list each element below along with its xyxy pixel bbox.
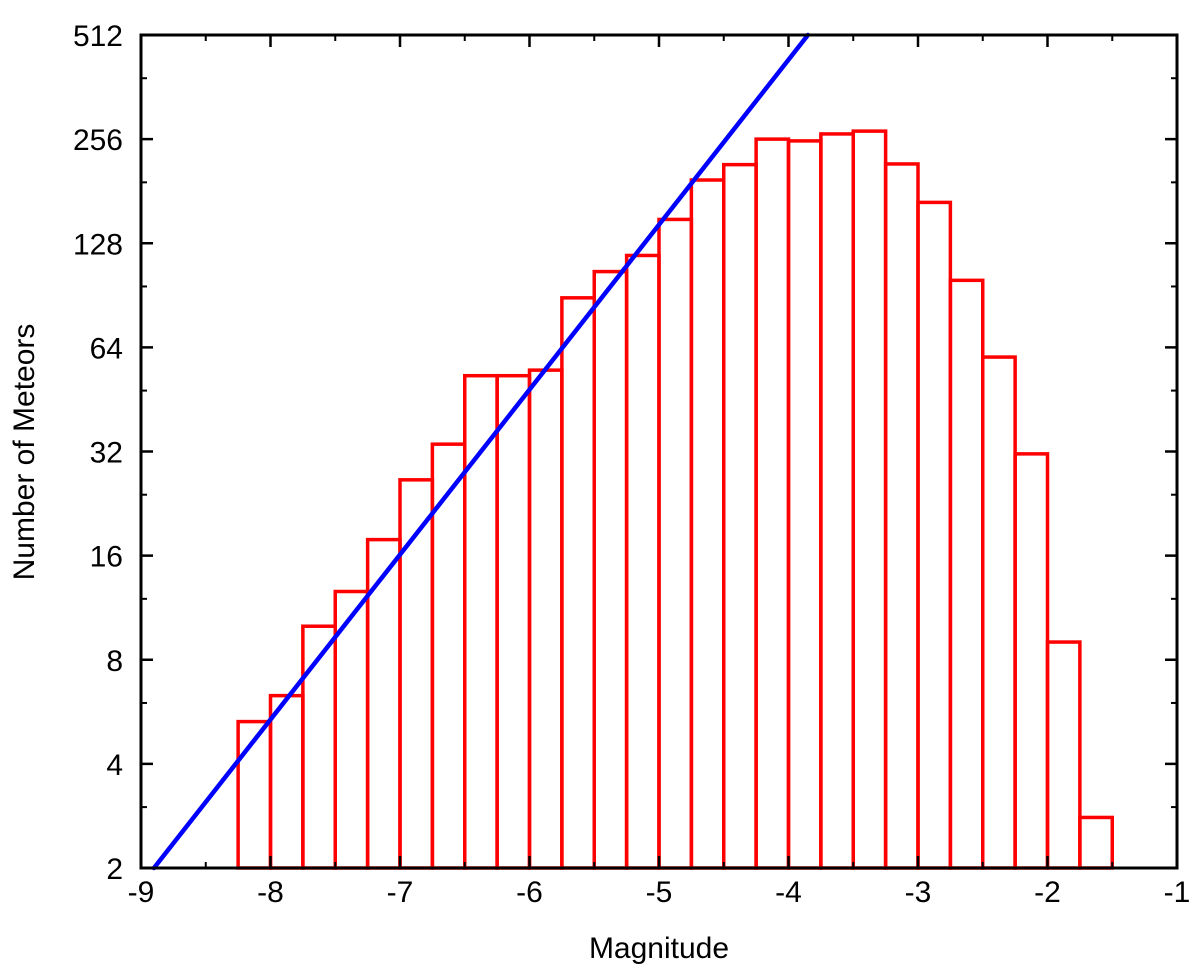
y-axis-title: Number of Meteors: [8, 324, 41, 581]
x-tick-label: -2: [1034, 876, 1061, 909]
histogram-bar: [689, 178, 726, 870]
y-tick-label: 16: [90, 541, 123, 574]
histogram-bar: [981, 355, 1017, 870]
y-tick-label: 32: [90, 437, 123, 470]
histogram-bar: [722, 162, 758, 870]
y-tick-label: 512: [73, 20, 123, 53]
histogram-bar: [560, 296, 596, 870]
histogram-bar: [1078, 815, 1114, 870]
histogram-bar: [1013, 452, 1050, 870]
fit-line: [151, 32, 811, 871]
y-tick-labels: 2 4 8 16 32 64 128 256 512: [73, 20, 123, 886]
histogram-bars: [236, 129, 1114, 870]
histogram-bar: [916, 200, 953, 870]
y-tick-label: 128: [73, 228, 123, 261]
y-tick-label: 8: [106, 645, 123, 678]
histogram-bar: [819, 132, 855, 870]
x-tick-label: -3: [905, 876, 932, 909]
x-axis-title: Magnitude: [589, 932, 729, 965]
histogram-bar: [592, 269, 629, 870]
x-tick-label: -1: [1164, 876, 1191, 909]
x-tick-label: -5: [646, 876, 673, 909]
histogram-bar: [527, 368, 564, 870]
y-tick-label: 2: [106, 853, 123, 886]
y-tick-label: 256: [73, 124, 123, 157]
y-tick-label: 64: [90, 332, 123, 365]
x-tick-label: -4: [775, 876, 802, 909]
x-tick-label: -6: [516, 876, 543, 909]
histogram-bar: [301, 624, 337, 870]
histogram-bar: [786, 139, 823, 870]
fit-line-group: [151, 32, 811, 871]
histogram-bar: [624, 253, 661, 870]
histogram-bar: [1045, 640, 1082, 870]
histogram-bar: [657, 217, 694, 870]
histogram-bar: [883, 162, 920, 870]
histogram-bar: [851, 129, 888, 870]
y-tick-label: 4: [106, 749, 123, 782]
histogram-bar: [948, 278, 985, 870]
histogram-bar: [754, 137, 791, 870]
histogram-bar: [398, 478, 435, 870]
axis-ticks: [139, 33, 1179, 870]
x-tick-label: -7: [387, 876, 414, 909]
x-tick-label: -8: [257, 876, 284, 909]
x-tick-labels: -9 -8 -7 -6 -5 -4 -3 -2 -1: [128, 876, 1191, 909]
histogram-bar: [495, 373, 532, 870]
x-tick-label: -9: [128, 876, 155, 909]
histogram-bar: [268, 693, 305, 870]
